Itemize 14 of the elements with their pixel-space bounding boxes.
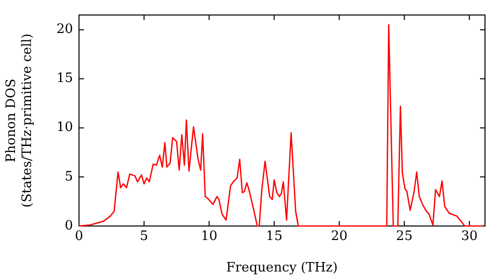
x-axis-title: Frequency (THz) [226,260,338,276]
x-tick-label: 30 [461,229,478,244]
x-tick-label: 5 [140,229,148,244]
y-tick-label: 5 [64,169,73,184]
x-tick-label: 25 [396,229,413,244]
y-tick-label: 15 [56,71,73,86]
x-tick-label: 10 [200,229,218,244]
x-tick-label: 15 [266,229,282,244]
x-tick-label: 0 [74,229,84,244]
x-tick-label: 20 [330,229,348,244]
y-axis-title: Phonon DOS (States/THz·primitive cell) [4,33,35,208]
y-tick-label: 10 [56,120,73,136]
y-tick-label: 20 [56,22,73,38]
y-tick-label: 0 [64,218,73,234]
